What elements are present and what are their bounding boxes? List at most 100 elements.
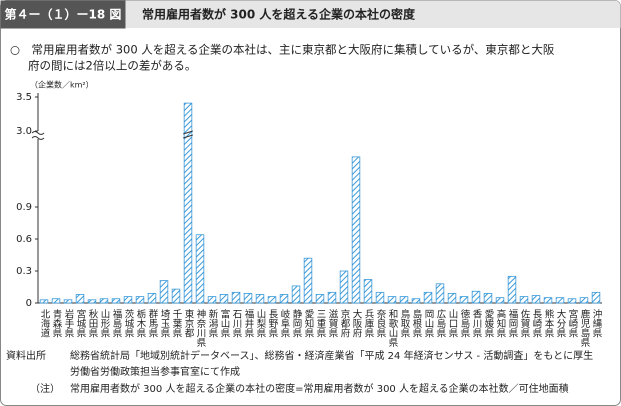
x-tick-label: 佐賀県 — [519, 308, 531, 338]
x-tick-label: 滋賀県 — [327, 308, 339, 338]
x-tick-label: 埼玉県 — [159, 308, 171, 338]
x-tick-label: 長野県 — [267, 309, 279, 338]
bar — [435, 283, 445, 304]
x-tick-label: 福井県 — [243, 308, 255, 338]
bar — [279, 294, 289, 304]
bar — [123, 296, 133, 304]
bar — [159, 280, 169, 304]
x-tick-label: 三重県 — [315, 309, 327, 338]
bar — [579, 297, 589, 304]
y-axis-unit: （企業数／km²） — [30, 80, 94, 90]
axis-break-gap — [32, 131, 44, 139]
x-tick-label: 香川県 — [471, 309, 483, 338]
bar — [423, 291, 433, 304]
x-tick-label: 岩手県 — [63, 308, 75, 338]
axis-break — [31, 131, 45, 140]
x-tick-label: 大阪府 — [351, 308, 363, 338]
x-tick-label: 新潟県 — [207, 308, 219, 338]
bar — [387, 296, 397, 304]
note-label: （注） — [30, 382, 60, 395]
bar — [99, 298, 109, 304]
x-tick-label: 福島県 — [111, 308, 123, 338]
figure-number: 第４ー（１）ー18 図 — [5, 7, 122, 22]
bar — [339, 270, 349, 304]
bar — [519, 296, 529, 304]
x-tick-label: 鹿児島県 — [579, 308, 591, 348]
note-text: 常用雇用者数が 300 人を超える企業の本社の密度=常用雇用者数が 300 人を… — [70, 382, 569, 395]
bar — [135, 296, 145, 304]
bar — [267, 296, 277, 304]
bar — [531, 295, 541, 304]
x-tick-label: 群馬県 — [147, 308, 159, 338]
x-tick-label: 山梨県 — [255, 309, 267, 338]
bar — [399, 296, 409, 304]
y-tick-label: 0.6 — [16, 234, 32, 245]
x-tick-label: 京都府 — [339, 308, 351, 338]
bar — [591, 291, 601, 304]
x-tick-label: 和歌山県 — [387, 309, 399, 348]
x-tick-label: 宮崎県 — [567, 308, 579, 338]
y-tick-label: 3.5 — [16, 92, 32, 103]
bar — [363, 279, 373, 304]
bar — [315, 294, 325, 304]
x-tick-label: 東京都 — [183, 308, 195, 338]
x-tick-label: 静岡県 — [291, 308, 303, 338]
bar — [39, 299, 49, 304]
bar — [495, 297, 505, 304]
x-tick-label: 高知県 — [495, 308, 507, 338]
bar — [243, 292, 253, 304]
bar — [303, 257, 313, 304]
bar — [75, 294, 85, 304]
x-tick-label: 神奈川県 — [195, 308, 207, 348]
x-tick-label: 秋田県 — [87, 308, 99, 338]
bar — [183, 102, 193, 304]
x-tick-label: 長崎県 — [531, 309, 543, 338]
lead-text: ○ 常用雇用者数が 300 人を超える企業の本社は、主に東京都と大阪府に集積して… — [10, 43, 555, 57]
x-tick-label: 奈良県 — [375, 308, 387, 338]
x-tick-label: 愛媛県 — [483, 308, 495, 338]
lead-text: 府の間には2倍以上の差がある。 — [28, 59, 196, 73]
x-tick-label: 岡山県 — [423, 309, 435, 338]
bar — [507, 275, 517, 304]
header-bar — [0, 0, 621, 28]
x-tick-label: 北海道 — [39, 309, 51, 338]
bar — [471, 290, 481, 304]
source-text: 総務省統計局「地域別統計データベース」、総務省・経済産業省「平成 24 年経済セ… — [70, 349, 593, 362]
x-tick-label: 熊本県 — [543, 308, 555, 338]
x-tick-label: 福岡県 — [507, 308, 519, 338]
x-tick-label: 鳥取県 — [399, 308, 411, 338]
x-tick-label: 広島県 — [435, 308, 447, 338]
y-tick-label: 3.0 — [16, 126, 32, 137]
bar — [351, 156, 361, 304]
x-tick-label: 栃木県 — [135, 308, 147, 338]
y-tick-label: 0.3 — [16, 266, 32, 277]
bar — [207, 296, 217, 304]
bar — [459, 296, 469, 304]
bar — [567, 298, 577, 304]
plot: 0 0.3 0.6 0.9 3.0 3.5 北海道 青森県 岩手県 宮城県 秋田県 山形県 福島県 茨城県… — [16, 92, 602, 348]
bar — [171, 288, 181, 304]
bar — [447, 292, 457, 304]
x-tick-label: 千葉県 — [171, 309, 183, 338]
bar — [87, 299, 97, 304]
bar — [231, 291, 241, 304]
x-tick-label: 宮城県 — [75, 308, 87, 338]
bar — [111, 298, 121, 304]
x-tick-label: 島根県 — [411, 308, 423, 338]
source-label: 資料出所 — [6, 349, 46, 362]
figure-title: 常用雇用者数が 300 人を超える企業の本社の密度 — [142, 7, 416, 22]
x-tick-label: 徳島県 — [459, 308, 471, 338]
x-tick-label: 青森県 — [51, 308, 63, 338]
bar — [411, 298, 421, 304]
x-tick-label: 茨城県 — [123, 308, 135, 338]
bar — [63, 299, 73, 304]
x-tick-label: 山形県 — [99, 309, 111, 338]
bar — [555, 297, 565, 304]
bar — [543, 297, 553, 304]
x-tick-label: 石川県 — [231, 309, 243, 338]
figure-number-box — [0, 0, 126, 29]
x-tick-label: 岐阜県 — [279, 308, 291, 338]
bar-break — [183, 130, 193, 139]
x-tick-label: 富山県 — [219, 308, 231, 338]
